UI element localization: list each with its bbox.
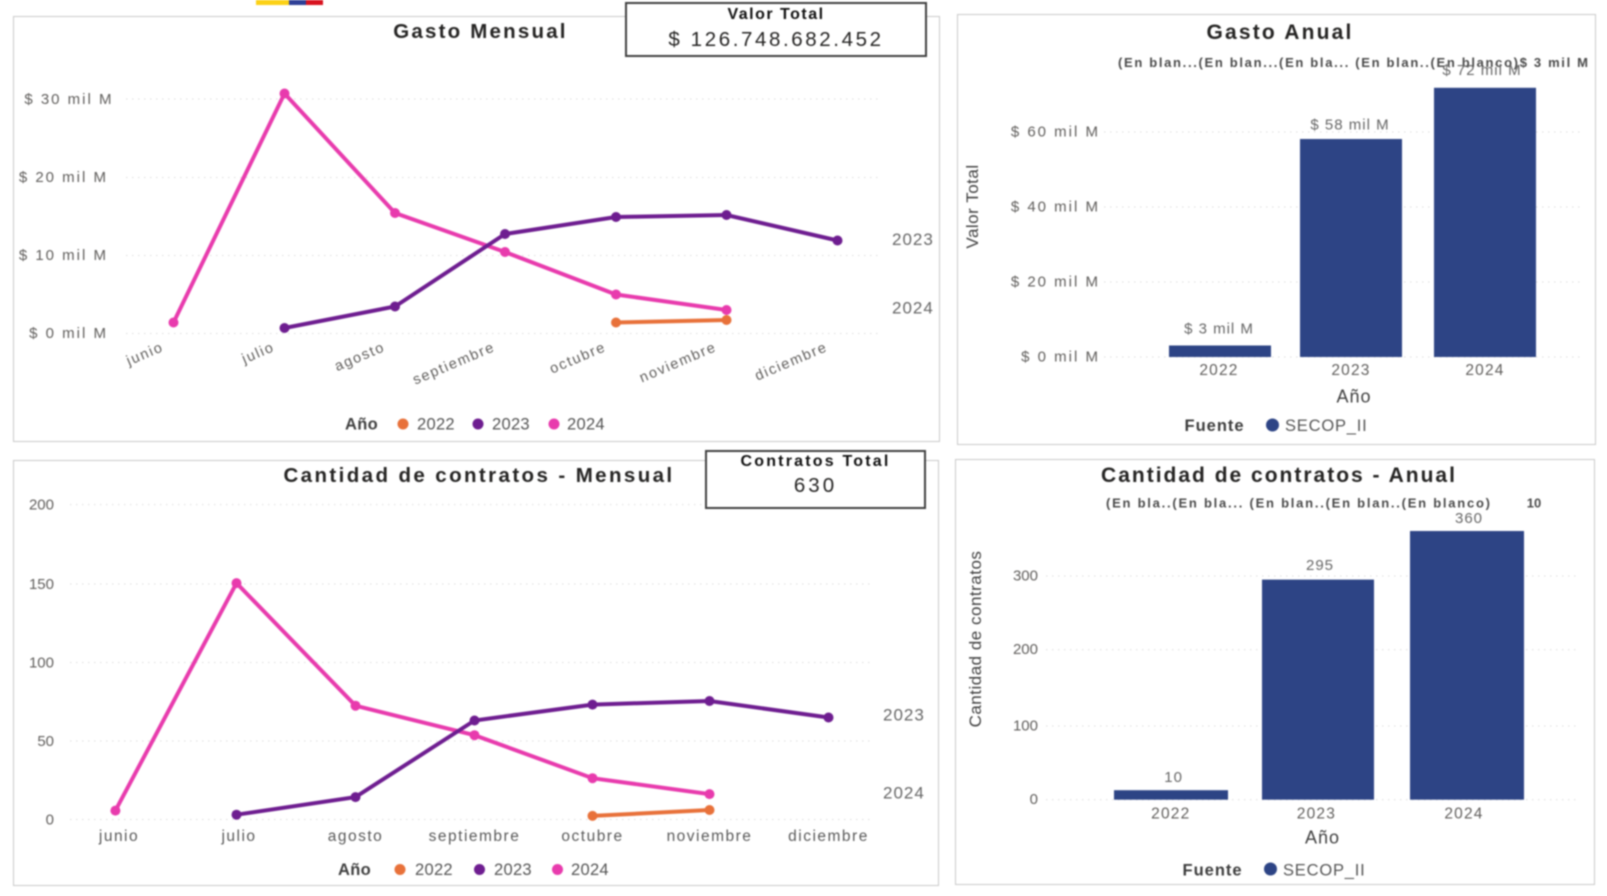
svg-text:2024: 2024 xyxy=(1465,362,1504,379)
svg-text:Año: Año xyxy=(345,416,378,434)
svg-text:octubre: octubre xyxy=(561,828,623,845)
svg-text:200: 200 xyxy=(1013,641,1038,658)
svg-text:0: 0 xyxy=(1030,791,1038,808)
svg-text:2022: 2022 xyxy=(1199,362,1238,379)
svg-text:$ 3 mil M: $ 3 mil M xyxy=(1184,321,1254,338)
svg-text:SECOP_II: SECOP_II xyxy=(1285,417,1368,435)
svg-text:295: 295 xyxy=(1306,557,1334,574)
svg-text:julio: julio xyxy=(239,339,277,367)
svg-text:Fuente: Fuente xyxy=(1185,417,1245,435)
svg-text:2023: 2023 xyxy=(892,230,934,249)
svg-text:Cantidad de contratos: Cantidad de contratos xyxy=(966,551,985,728)
svg-text:noviembre: noviembre xyxy=(637,339,719,386)
svg-text:$ 0 mil M: $ 0 mil M xyxy=(1021,349,1100,366)
svg-text:360: 360 xyxy=(1455,510,1483,527)
svg-text:2023: 2023 xyxy=(883,706,925,725)
svg-text:Año: Año xyxy=(1336,387,1371,407)
svg-text:2023: 2023 xyxy=(494,861,532,879)
svg-text:Año: Año xyxy=(338,861,371,879)
svg-text:junio: junio xyxy=(98,828,139,845)
svg-text:noviembre: noviembre xyxy=(667,828,753,845)
svg-text:100: 100 xyxy=(1013,718,1038,735)
svg-text:septiembre: septiembre xyxy=(429,828,521,845)
svg-text:100: 100 xyxy=(29,655,54,672)
svg-text:2022: 2022 xyxy=(417,416,455,434)
svg-text:Gasto Anual: Gasto Anual xyxy=(1206,21,1353,44)
svg-text:$ 20 mil M: $ 20 mil M xyxy=(19,169,108,186)
svg-text:$ 20 mil M: $ 20 mil M xyxy=(1011,274,1100,291)
svg-text:Año: Año xyxy=(1305,828,1340,848)
svg-text:10: 10 xyxy=(1527,496,1541,511)
svg-text:agosto: agosto xyxy=(328,828,384,845)
svg-text:julio: julio xyxy=(220,828,256,845)
svg-text:$ 40 mil M: $ 40 mil M xyxy=(1011,199,1100,216)
svg-text:Cantidad de contratos - Anual: Cantidad de contratos - Anual xyxy=(1101,464,1457,487)
svg-text:50: 50 xyxy=(37,733,54,750)
svg-text:200: 200 xyxy=(29,497,54,514)
svg-text:0: 0 xyxy=(46,812,54,829)
svg-text:Valor Total: Valor Total xyxy=(963,164,982,248)
svg-text:septiembre: septiembre xyxy=(411,339,498,388)
svg-text:diciembre: diciembre xyxy=(788,828,869,845)
svg-text:2024: 2024 xyxy=(892,299,934,318)
svg-text:2022: 2022 xyxy=(415,861,453,879)
svg-text:(En bla..(En bla... (En blan.: (En bla..(En bla... (En blan..(En blan..… xyxy=(1106,496,1490,511)
svg-text:$ 58 mil M: $ 58 mil M xyxy=(1310,117,1389,134)
svg-text:2024: 2024 xyxy=(1444,806,1483,823)
svg-text:2022: 2022 xyxy=(1151,806,1190,823)
svg-text:$ 60 mil M: $ 60 mil M xyxy=(1011,124,1100,141)
svg-text:Fuente: Fuente xyxy=(1183,862,1243,880)
svg-text:10: 10 xyxy=(1164,769,1183,786)
svg-text:Cantidad de contratos - Mensua: Cantidad de contratos - Mensual xyxy=(283,464,674,487)
svg-text:junio: junio xyxy=(123,339,166,369)
svg-text:$ 30 mil M: $ 30 mil M xyxy=(24,91,113,108)
svg-text:$ 0 mil M: $ 0 mil M xyxy=(29,325,108,342)
svg-text:$ 10 mil M: $ 10 mil M xyxy=(19,247,108,264)
svg-text:2024: 2024 xyxy=(567,416,605,434)
svg-text:2023: 2023 xyxy=(492,416,530,434)
svg-text:SECOP_II: SECOP_II xyxy=(1283,862,1366,880)
svg-text:agosto: agosto xyxy=(332,339,387,374)
svg-text:2024: 2024 xyxy=(883,784,925,803)
svg-text:150: 150 xyxy=(29,576,54,593)
svg-text:2023: 2023 xyxy=(1297,806,1336,823)
svg-text:Gasto Mensual: Gasto Mensual xyxy=(393,20,567,43)
svg-text:2023: 2023 xyxy=(1331,362,1370,379)
svg-text:$ 72 mil M: $ 72 mil M xyxy=(1442,62,1521,79)
svg-text:octubre: octubre xyxy=(547,339,608,377)
svg-text:(En blan...(En blan...(En bla.: (En blan...(En blan...(En bla... (En bla… xyxy=(1118,55,1588,70)
svg-text:diciembre: diciembre xyxy=(753,339,830,384)
svg-text:2024: 2024 xyxy=(571,861,609,879)
svg-text:300: 300 xyxy=(1013,568,1038,585)
